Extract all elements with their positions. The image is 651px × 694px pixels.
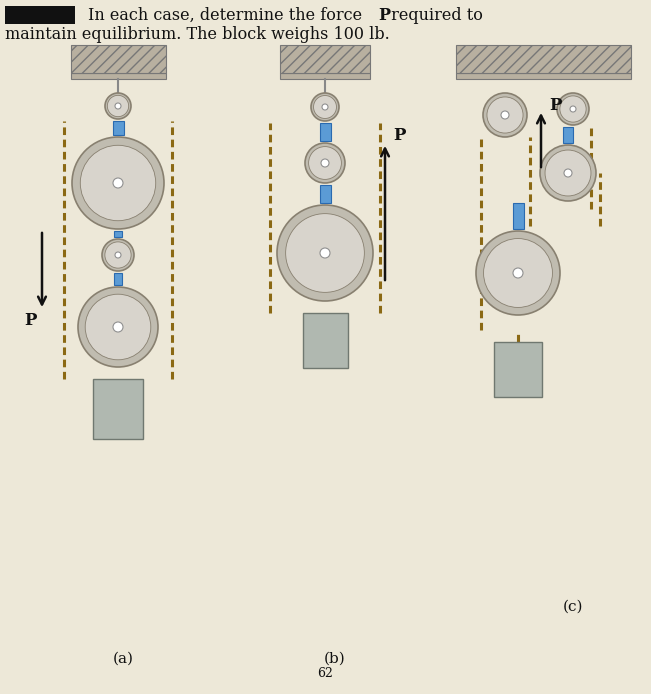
Circle shape [105,93,131,119]
Bar [456,45,631,73]
Circle shape [72,137,164,229]
Circle shape [314,96,337,119]
Bar [70,45,165,73]
Bar [563,127,573,143]
Circle shape [107,95,129,117]
Circle shape [78,287,158,367]
Circle shape [557,93,589,125]
Circle shape [113,322,123,332]
Bar [114,273,122,285]
Circle shape [540,145,596,201]
Bar [456,73,631,79]
Text: maintain equilibrium. The block weighs 100 lb.: maintain equilibrium. The block weighs 1… [5,26,390,42]
Text: P: P [378,6,390,24]
Bar [320,123,331,141]
Circle shape [277,205,373,301]
Circle shape [487,97,523,133]
Text: required to: required to [386,6,483,24]
Circle shape [113,178,123,188]
Text: (b): (b) [324,652,346,666]
Circle shape [85,294,151,359]
Bar [494,342,542,397]
Circle shape [322,104,328,110]
Bar [114,231,122,237]
Text: P: P [549,96,561,114]
Text: In each case, determine the force: In each case, determine the force [88,6,367,24]
Circle shape [476,231,560,315]
Bar [5,6,75,24]
Circle shape [321,159,329,167]
Circle shape [484,239,553,307]
Bar [113,121,124,135]
Text: (a): (a) [113,652,133,666]
Circle shape [564,169,572,177]
Text: P: P [393,126,405,144]
Circle shape [513,268,523,278]
Circle shape [115,252,121,258]
Circle shape [501,111,509,119]
Text: (c): (c) [562,600,583,614]
Text: 62: 62 [317,667,333,680]
Bar [512,203,523,229]
Bar [93,379,143,439]
Circle shape [80,145,156,221]
Circle shape [115,103,121,109]
Bar [70,73,165,79]
Circle shape [309,146,341,180]
Bar [303,313,348,368]
Circle shape [483,93,527,137]
Circle shape [570,106,576,112]
Circle shape [305,143,345,183]
Circle shape [560,96,586,122]
Bar [280,73,370,79]
Text: P: P [24,312,36,328]
Bar [320,185,331,203]
Bar [280,45,370,73]
Circle shape [105,242,131,268]
Circle shape [311,93,339,121]
Circle shape [320,248,330,258]
Circle shape [545,150,591,196]
Circle shape [102,239,134,271]
Circle shape [286,214,365,292]
